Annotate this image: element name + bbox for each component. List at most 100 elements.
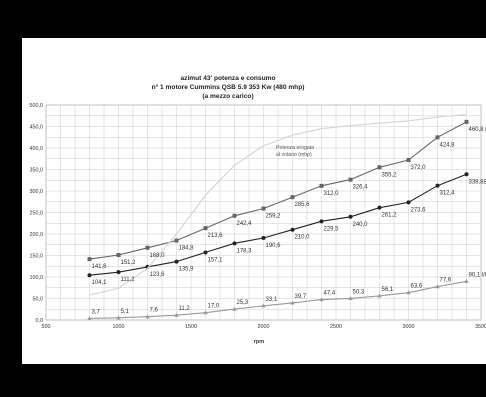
y-tick-label: 150,0 [30,254,44,260]
data-label: 111,2 [121,277,136,283]
data-label: 39,7 [295,294,307,300]
data-point-circle [232,241,237,246]
data-label: 11,2 [179,306,191,312]
data-label: 338,88 kw [469,179,486,185]
data-point-triangle [348,295,353,300]
data-point-triangle [435,284,440,289]
tick-labels: 500 1000 1500 2000 2500 3000 3500 0,0 50,0 100,0 1… [30,103,486,330]
data-point-square [377,165,382,170]
data-point-circle [406,200,411,205]
data-label: 460,8 mhp [469,127,486,133]
data-point-square [145,245,150,250]
data-point-square [203,226,208,231]
data-point-triangle [174,312,179,317]
data-point-triangle [116,315,121,320]
data-point-triangle [290,300,295,305]
annotation-line-2: al volano (mhp) [276,152,312,158]
data-point-square [116,252,121,257]
y-tick-label: 200,0 [30,232,44,238]
data-point-circle [377,205,382,210]
data-label: 312,4 [440,191,456,197]
data-label: 326,4 [353,185,369,191]
data-label: 3,7 [92,309,101,315]
y-tick-label: 250,0 [30,211,44,217]
y-tick-label: 300,0 [30,189,44,195]
data-label: 178,3 [237,248,253,254]
data-point-triangle [232,306,237,311]
data-label: 273,6 [411,207,427,213]
data-label: 151,2 [121,260,137,266]
data-point-circle [464,172,469,177]
y-tick-label: 500,0 [30,103,44,109]
y-tick-label: 0,0 [36,318,44,324]
data-label: 56,1 [382,287,394,293]
data-labels: 141,6 151,2 168,0 184,8 213,6 242,4 259,2 285,6… [92,127,486,316]
data-point-square [348,177,353,182]
data-point-square [174,238,179,243]
data-point-square [406,158,411,163]
data-label: 259,2 [266,214,282,220]
data-point-triangle [87,316,92,321]
chart-title-line-1: azimut 43' potenza e consumo [181,75,276,82]
data-point-square [435,135,440,140]
annotation-line-1: Potenza erogata [276,145,314,151]
data-point-circle [87,273,92,278]
data-label: 141,6 [92,264,108,270]
data-label: 261,2 [382,213,398,219]
data-point-square [319,183,324,188]
data-point-triangle [145,314,150,319]
data-point-square [232,213,237,218]
series-group [87,113,469,321]
data-point-circle [435,183,440,188]
data-label: 25,3 [237,300,249,306]
data-label: 210,0 [295,235,311,241]
data-label: 135,9 [179,267,195,273]
data-label: 7,6 [150,308,159,314]
data-point-triangle [319,297,324,302]
y-tick-label: 350,0 [30,168,44,174]
data-label: 168,0 [150,253,166,259]
data-point-circle [261,236,266,241]
data-point-square [261,206,266,211]
data-point-circle [319,219,324,224]
series-line-3 [89,113,467,296]
data-point-circle [174,259,179,264]
y-tick-label: 50,0 [33,297,44,303]
chart-title-line-2: n° 1 motore Cummins QSB 5.9 353 Kw (480 … [152,83,305,91]
data-label: 229,5 [324,226,340,232]
data-point-triangle [261,303,266,308]
data-label: 47,4 [324,291,336,297]
data-label: 372,0 [411,165,427,171]
data-point-triangle [406,290,411,295]
data-label: 5,1 [121,309,130,315]
x-tick-label: 3500 [475,324,486,330]
data-label: 213,6 [208,233,224,239]
data-point-square [290,195,295,200]
data-label: 242,4 [237,221,253,227]
chart: azimut 43' potenza e consumo n° 1 motore… [30,75,486,345]
data-label: 355,2 [382,172,398,178]
data-label: 240,0 [353,222,369,228]
data-point-circle [116,270,121,275]
data-point-triangle [203,310,208,315]
document-page: azimut 43' potenza e consumo n° 1 motore… [22,38,486,364]
data-label: 63,6 [411,284,423,290]
data-point-square [464,119,469,124]
x-tick-label: 500 [42,324,51,330]
data-label: 33,1 [266,297,278,303]
y-tick-label: 450,0 [30,125,44,131]
grid [45,104,482,321]
data-label: 285,6 [295,202,311,208]
data-point-triangle [464,278,469,283]
data-label: 312,0 [324,191,340,197]
series-line-1 [89,173,467,276]
data-label: 17,0 [208,304,220,310]
data-label: 90,1 l/h [469,272,486,278]
data-label: 157,1 [208,257,224,263]
chart-title-line-3: (a mezzo carico) [202,93,253,100]
data-point-circle [203,250,208,255]
x-tick-label: 1000 [113,324,125,330]
x-axis-label: rpm [254,339,265,345]
x-tick-label: 3000 [403,324,415,330]
data-label: 123,6 [150,272,166,278]
